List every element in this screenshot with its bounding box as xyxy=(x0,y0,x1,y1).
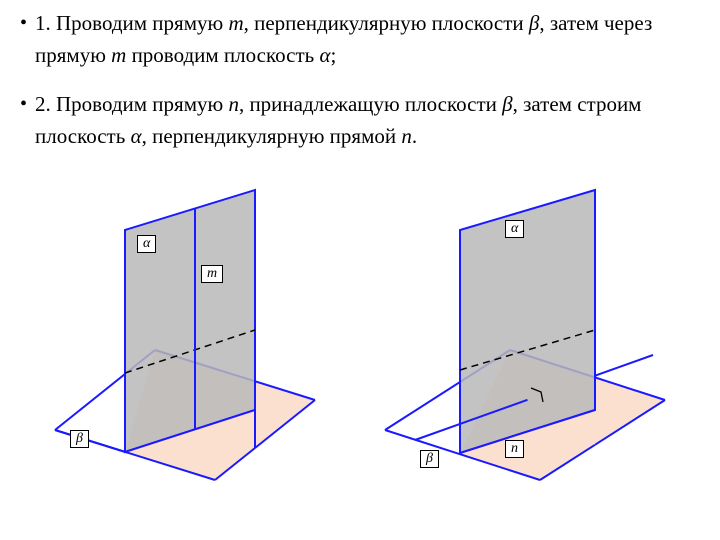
label-alpha-2: α xyxy=(505,220,524,238)
t: . xyxy=(412,124,417,148)
label-n-2: n xyxy=(505,440,524,458)
t: 2. Проводим прямую xyxy=(35,92,228,116)
item-2-text: 2. Проводим прямую n, принадлежащую плос… xyxy=(35,89,700,152)
diagrams-row: α m β α n β xyxy=(20,170,700,495)
var-alpha: α xyxy=(131,124,142,148)
t: ; xyxy=(331,43,337,67)
t: 1. Проводим прямую xyxy=(35,11,228,35)
var-n: n xyxy=(228,92,239,116)
t: , перпендикулярную прямой xyxy=(142,124,402,148)
var-n: n xyxy=(401,124,412,148)
t: проводим плоскость xyxy=(126,43,319,67)
label-beta-1: β xyxy=(70,430,89,448)
label-alpha-1: α xyxy=(137,235,156,253)
var-beta: β xyxy=(502,92,512,116)
t: , принадлежащую плоскости xyxy=(239,92,502,116)
diagram-1: α m β xyxy=(35,170,335,495)
item-1: • 1. Проводим прямую m, перпендикулярную… xyxy=(20,8,700,71)
bullet-1: • xyxy=(20,8,27,38)
item-2: • 2. Проводим прямую n, принадлежащую пл… xyxy=(20,89,700,152)
var-m: m xyxy=(111,43,126,67)
var-beta: β xyxy=(529,11,539,35)
label-m-1: m xyxy=(201,265,223,283)
label-beta-2: β xyxy=(420,450,439,468)
diagram-2-svg xyxy=(365,170,685,490)
t: , перпендикулярную плоскости xyxy=(244,11,529,35)
var-m: m xyxy=(228,11,243,35)
diagram-2: α n β xyxy=(365,170,685,495)
var-alpha: α xyxy=(319,43,330,67)
bullet-2: • xyxy=(20,89,27,119)
item-1-text: 1. Проводим прямую m, перпендикулярную п… xyxy=(35,8,700,71)
